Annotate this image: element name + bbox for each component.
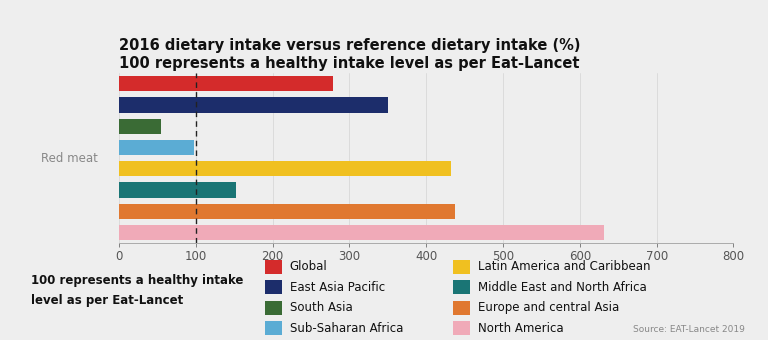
Bar	[119, 182, 236, 198]
Text: Latin America and Caribbean: Latin America and Caribbean	[478, 260, 650, 273]
Bar	[119, 76, 333, 91]
Text: South Asia: South Asia	[290, 301, 353, 314]
Bar	[119, 225, 604, 240]
Text: level as per Eat-Lancet: level as per Eat-Lancet	[31, 294, 183, 307]
Text: 2016 dietary intake versus reference dietary intake (%): 2016 dietary intake versus reference die…	[119, 38, 581, 53]
Text: North America: North America	[478, 322, 563, 335]
Text: Source: EAT-Lancet 2019: Source: EAT-Lancet 2019	[633, 325, 745, 334]
Text: 100 represents a healthy intake: 100 represents a healthy intake	[31, 274, 243, 287]
Bar	[119, 204, 455, 219]
Text: East Asia Pacific: East Asia Pacific	[290, 281, 385, 294]
Text: Middle East and North Africa: Middle East and North Africa	[478, 281, 647, 294]
Text: Sub-Saharan Africa: Sub-Saharan Africa	[290, 322, 403, 335]
Y-axis label: Red meat: Red meat	[41, 152, 98, 165]
Text: Global: Global	[290, 260, 327, 273]
Bar	[119, 119, 161, 134]
Text: Europe and central Asia: Europe and central Asia	[478, 301, 619, 314]
Bar	[119, 161, 451, 176]
Bar	[119, 140, 194, 155]
Text: 100 represents a healthy intake level as per Eat-Lancet: 100 represents a healthy intake level as…	[119, 56, 580, 71]
Bar	[119, 97, 388, 113]
